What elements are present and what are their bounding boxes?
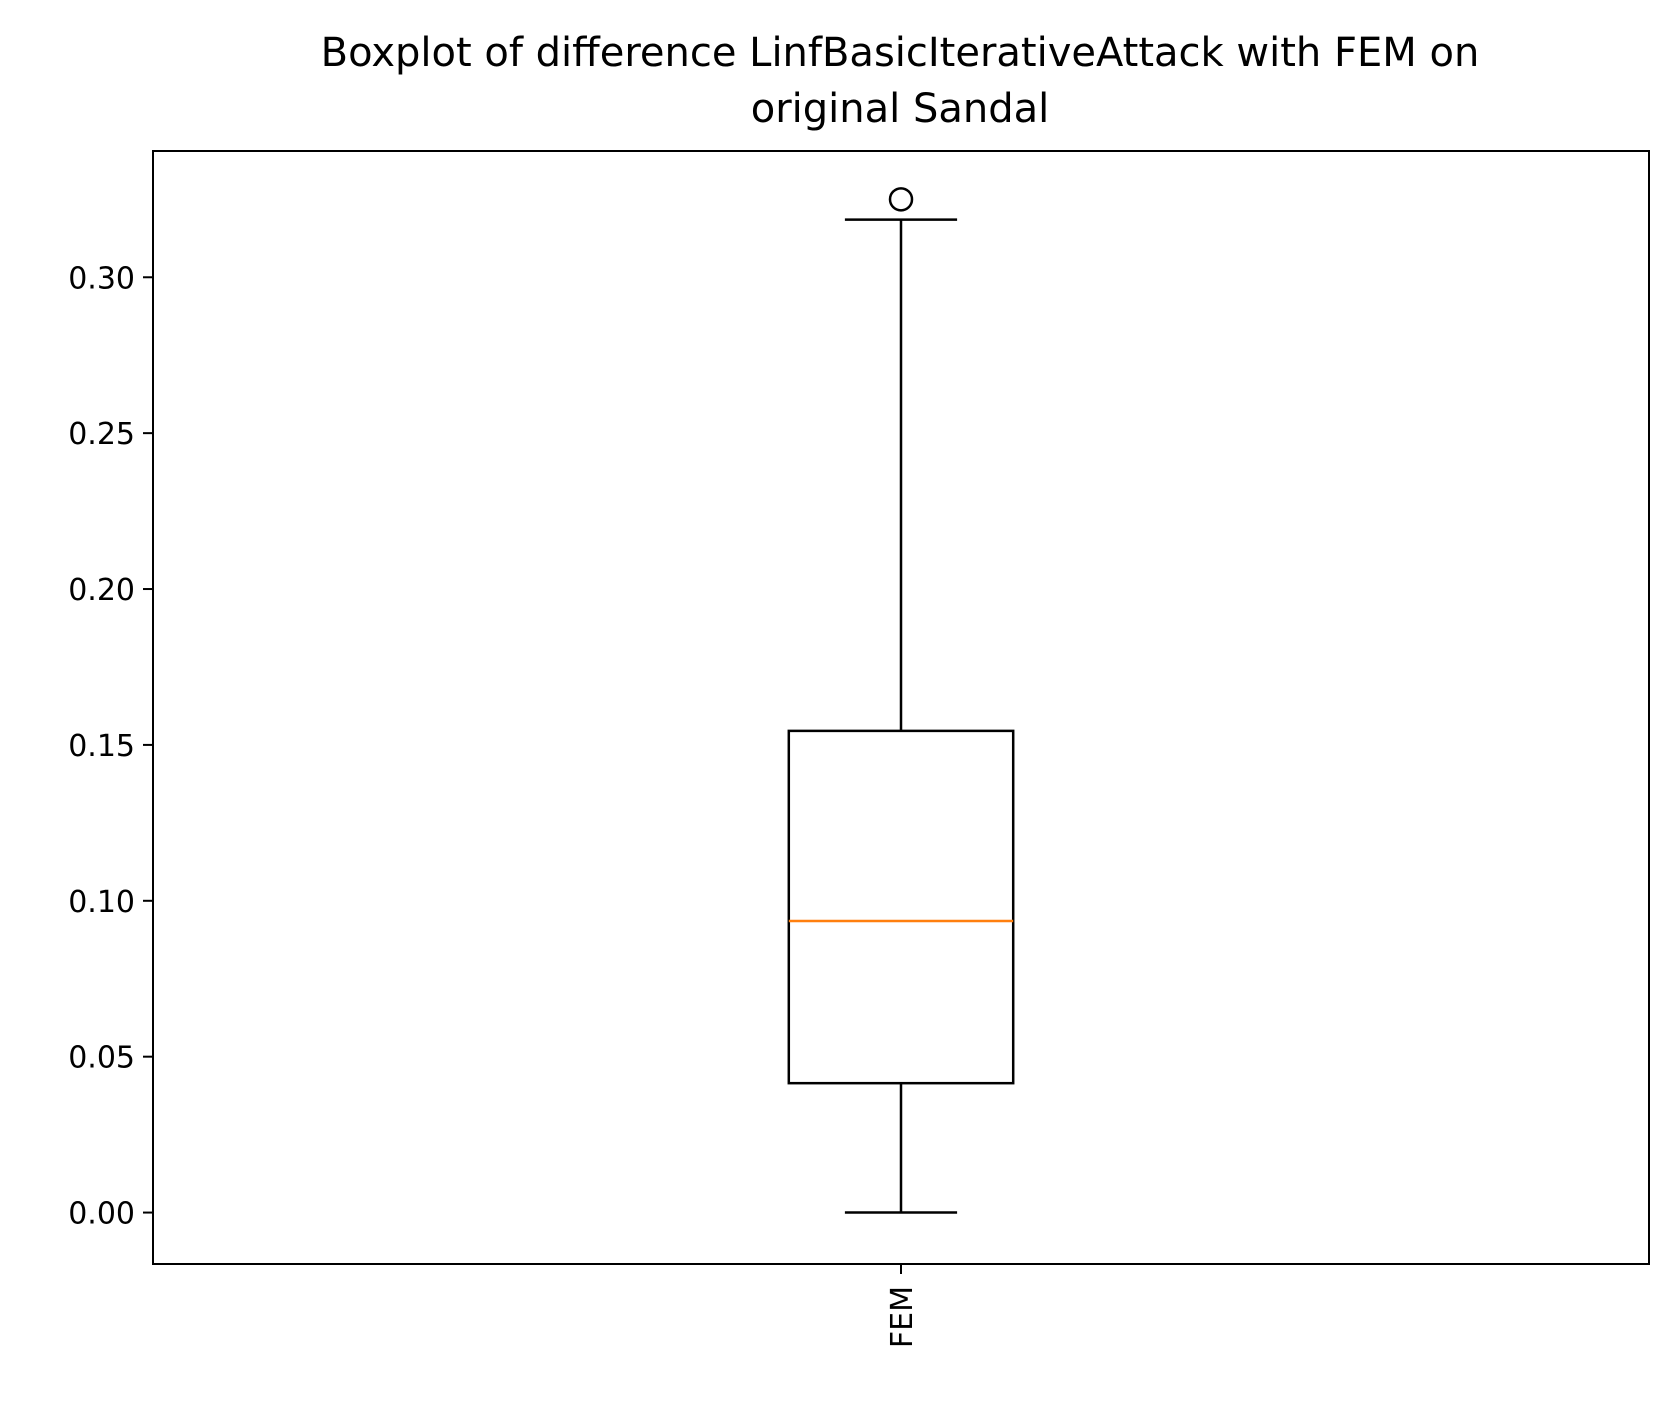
y-axis: 0.00 0.05 0.10 0.15 0.20 0.25 0.30 (68, 261, 153, 1232)
outlier-point (888, 187, 914, 212)
box-group (787, 187, 1015, 1214)
x-tick-label: FEM (885, 1286, 920, 1348)
y-tick-label: 0.30 (68, 261, 135, 296)
chart-title-line-1: Boxplot of difference LinfBasicIterative… (321, 30, 1480, 76)
y-tick-label: 0.05 (68, 1041, 135, 1076)
y-tick-label: 0.15 (68, 729, 135, 764)
y-tick-label: 0.20 (68, 573, 135, 608)
x-axis: FEM (885, 1264, 920, 1348)
chart-title-line-2: original Sandal (751, 86, 1050, 132)
interquartile-box (787, 729, 1015, 1085)
y-tick-label: 0.25 (68, 417, 135, 452)
y-tick-label: 0.10 (68, 885, 135, 920)
y-tick-label: 0.00 (68, 1197, 135, 1232)
